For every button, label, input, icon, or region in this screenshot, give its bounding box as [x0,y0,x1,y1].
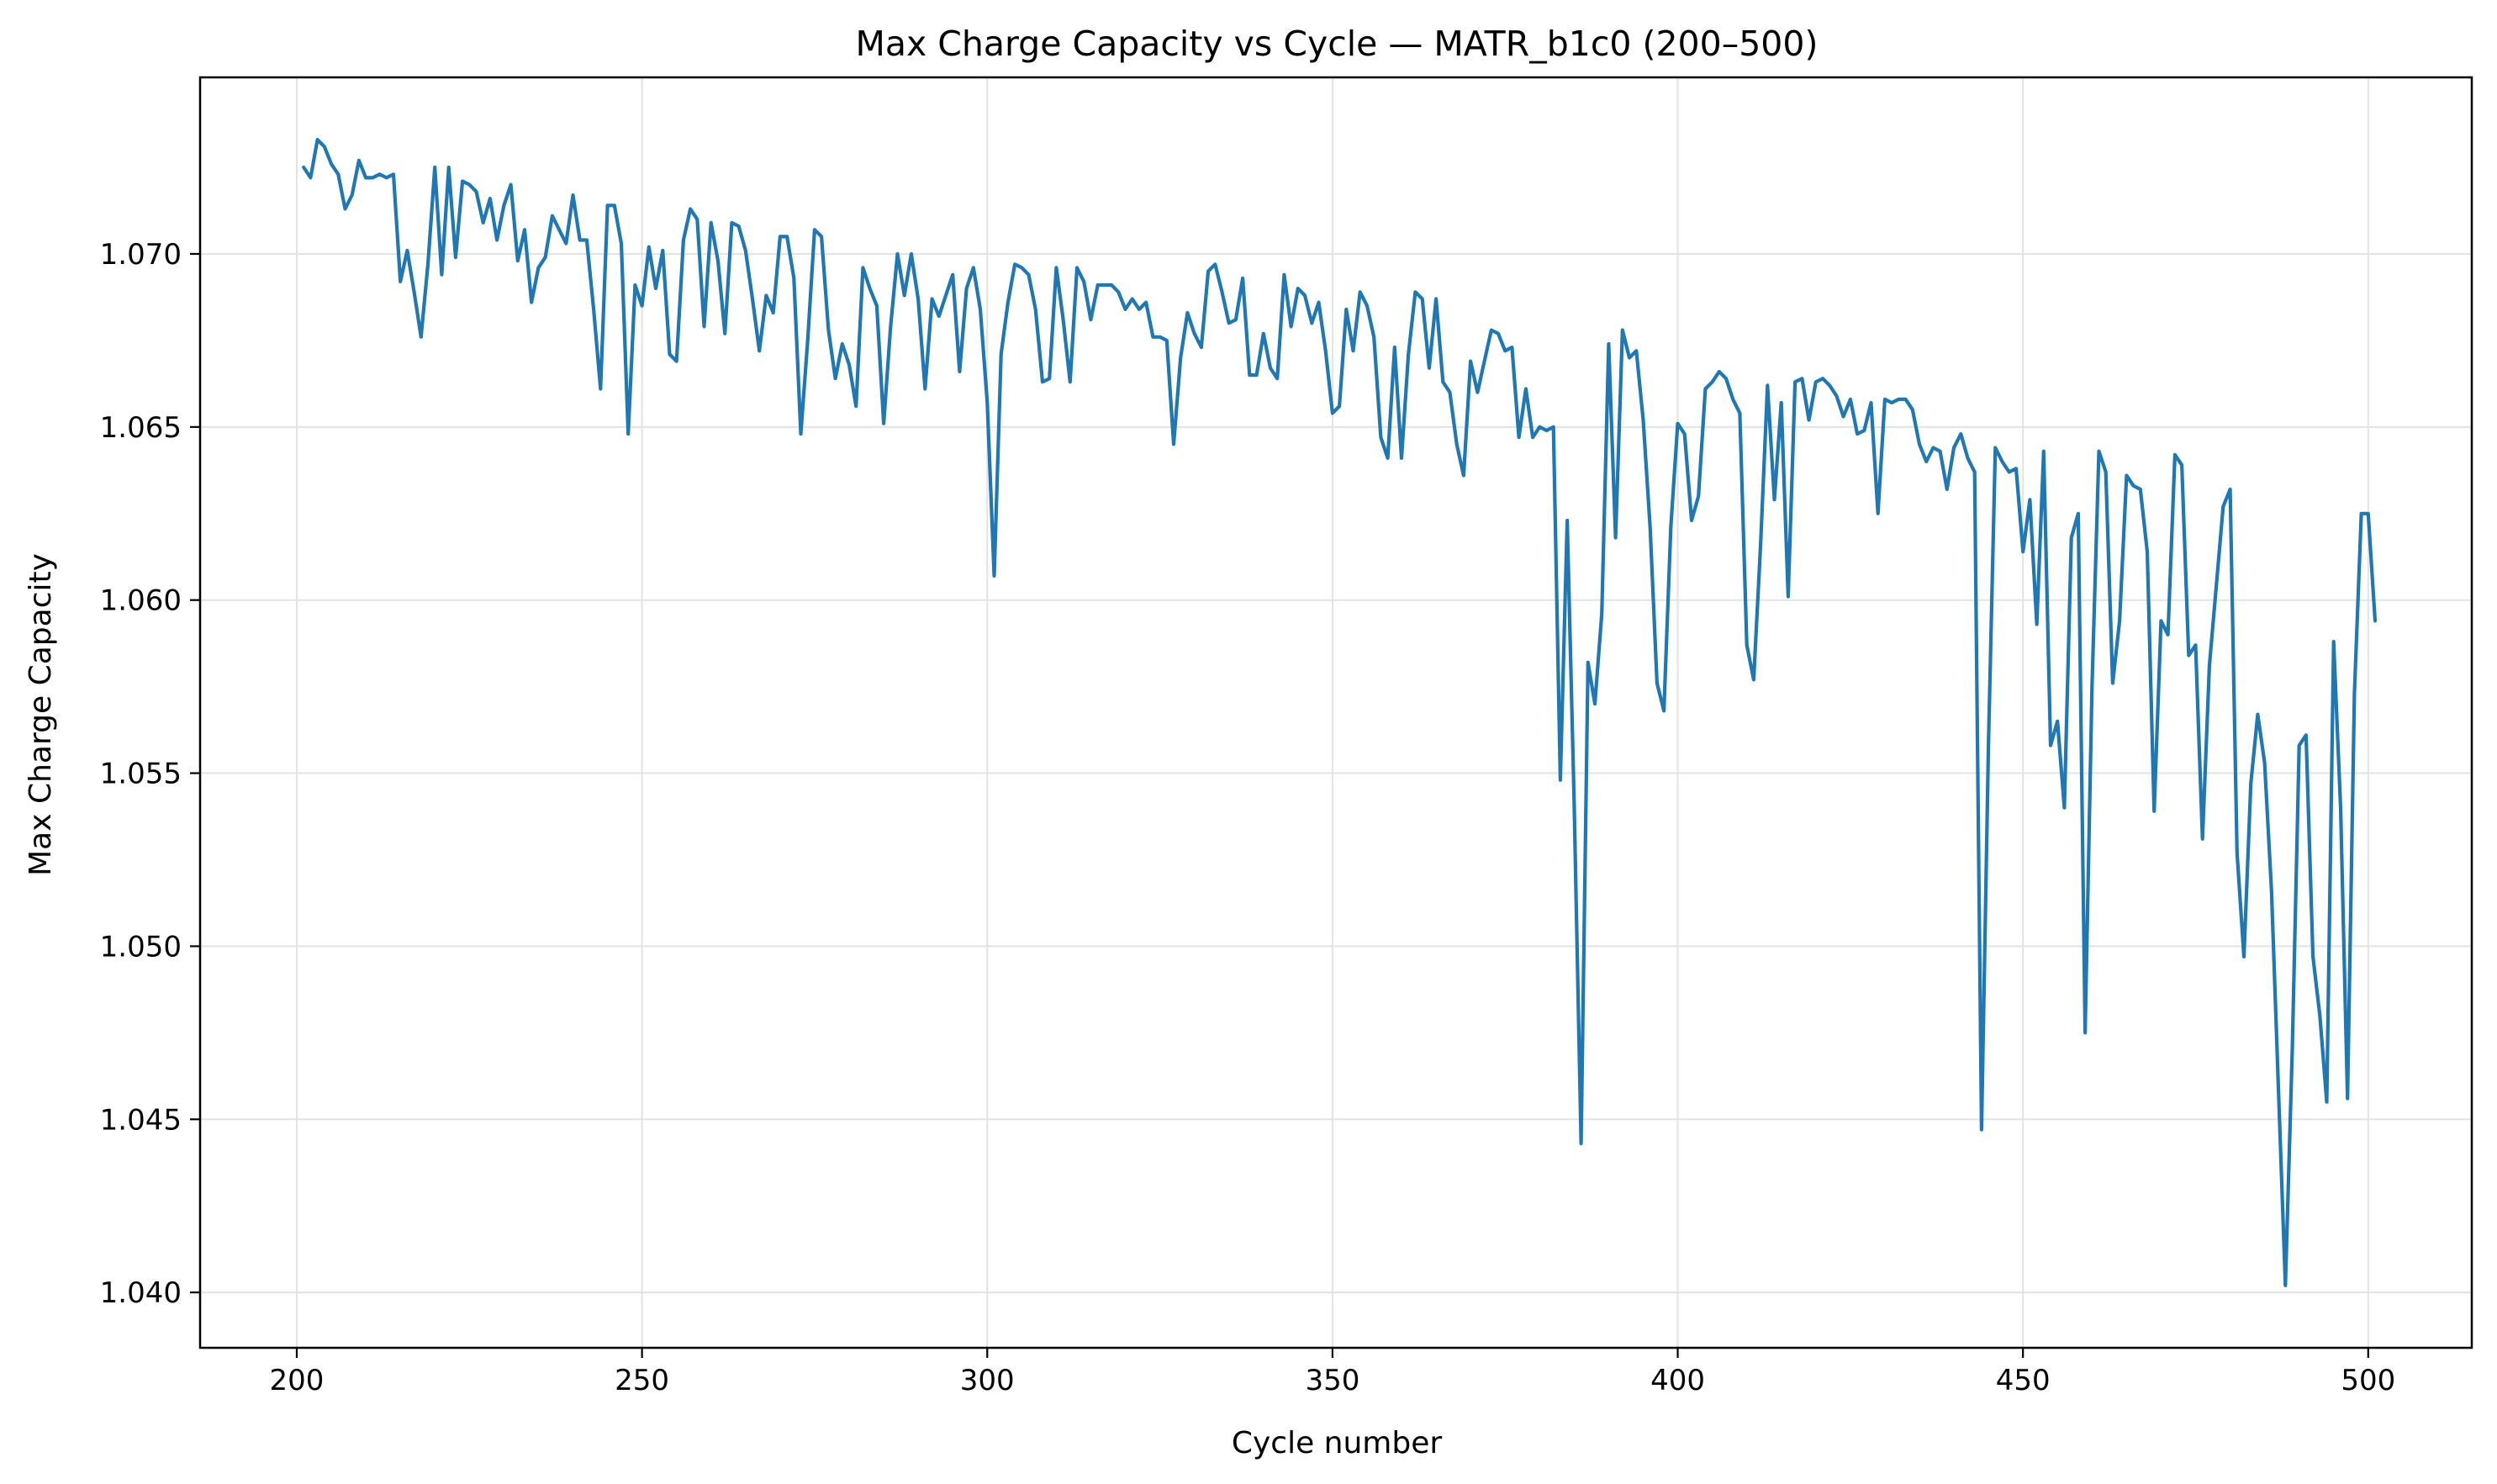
x-tick-label: 250 [615,1364,669,1397]
y-tick-label: 1.060 [100,584,182,618]
y-tick-label: 1.065 [100,411,182,445]
chart-title: Max Charge Capacity vs Cycle — MATR_b1c0… [856,24,1819,64]
plot-area [302,138,2378,1288]
x-tick-label: 300 [960,1364,1015,1397]
x-tick-label: 500 [2341,1364,2395,1397]
x-tick-label: 200 [270,1364,325,1397]
y-tick-label: 1.055 [100,758,182,791]
axes-frame [198,76,2473,1349]
y-axis-label: Max Charge Capacity [24,553,58,876]
y-tick-label: 1.040 [100,1276,182,1310]
y-axis: 1.040 1.045 1.050 1.055 1.060 1.065 1.070 [100,238,200,1310]
x-axis: 200 250 300 350 400 450 500 [270,1348,2395,1397]
x-tick-label: 350 [1305,1364,1359,1397]
y-tick-label: 1.045 [100,1103,182,1137]
x-axis-label: Cycle number [1232,1426,1443,1460]
y-tick-label: 1.070 [100,238,182,272]
y-tick-label: 1.050 [100,930,182,964]
series-line [302,138,2378,1288]
grid [200,77,2472,1348]
x-tick-label: 400 [1650,1364,1705,1397]
x-tick-label: 450 [1996,1364,2051,1397]
